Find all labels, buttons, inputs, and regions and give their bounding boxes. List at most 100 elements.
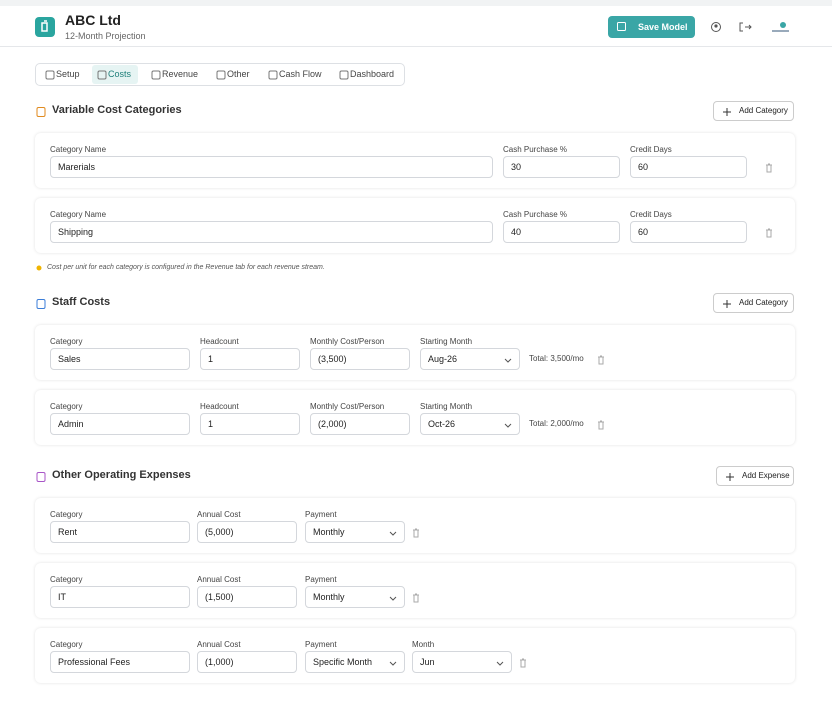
chevron bbox=[387, 591, 399, 603]
tab-icon-svg bbox=[97, 70, 107, 80]
delete-icon-svg bbox=[520, 658, 526, 668]
chevron bbox=[387, 526, 399, 538]
tab-icon bbox=[215, 68, 227, 80]
tab-icon-svg bbox=[216, 70, 226, 80]
select-input[interactable]: Aug-26 bbox=[420, 348, 520, 370]
section-title: Variable Cost Categories bbox=[52, 104, 182, 116]
text-input[interactable]: 1 bbox=[200, 348, 300, 370]
tab-bar bbox=[35, 63, 405, 86]
tab-icon-svg bbox=[268, 70, 278, 80]
section-icon-svg bbox=[36, 107, 46, 117]
field-label: Annual Cost bbox=[197, 575, 241, 584]
delete-icon bbox=[595, 353, 607, 365]
text-input[interactable]: 60 bbox=[630, 156, 747, 178]
text-input[interactable]: (5,000) bbox=[197, 521, 297, 543]
tab[interactable]: Setup bbox=[56, 69, 80, 79]
select-input[interactable]: Monthly bbox=[305, 521, 405, 543]
field-label: Starting Month bbox=[420, 402, 473, 411]
select-input[interactable]: Specific Month bbox=[305, 651, 405, 673]
text-input[interactable]: (2,000) bbox=[310, 413, 410, 435]
tab-icon bbox=[44, 68, 56, 80]
text-input[interactable]: 30 bbox=[503, 156, 620, 178]
select-input[interactable]: Jun bbox=[412, 651, 512, 673]
tab-icon-svg bbox=[151, 70, 161, 80]
field-label: Payment bbox=[305, 640, 337, 649]
field-label: Annual Cost bbox=[197, 510, 241, 519]
field-label: Payment bbox=[305, 510, 337, 519]
field-label: Annual Cost bbox=[197, 640, 241, 649]
chevron bbox=[494, 656, 506, 668]
tab-icon bbox=[338, 68, 350, 80]
chevron bbox=[502, 418, 514, 430]
text-input[interactable]: Admin bbox=[50, 413, 190, 435]
tab[interactable]: Cash Flow bbox=[279, 69, 322, 79]
save-icon bbox=[617, 22, 626, 31]
select-input[interactable]: Oct-26 bbox=[420, 413, 520, 435]
tab[interactable]: Other bbox=[227, 69, 250, 79]
tab[interactable]: Dashboard bbox=[350, 69, 395, 79]
logo bbox=[35, 17, 55, 37]
chevron-svg bbox=[504, 358, 512, 363]
plus-icon bbox=[724, 470, 736, 482]
header-icons bbox=[711, 22, 789, 32]
text-input[interactable]: Rent bbox=[50, 521, 190, 543]
section-icon bbox=[35, 105, 47, 117]
note: Cost per unit for each category is confi… bbox=[47, 264, 325, 271]
field-label: Credit Days bbox=[630, 145, 672, 154]
add-button[interactable]: Add Category bbox=[713, 293, 794, 313]
section-icon-svg bbox=[36, 299, 46, 309]
field-label: Starting Month bbox=[420, 337, 473, 346]
field-label: Credit Days bbox=[630, 210, 672, 219]
field-label: Category Name bbox=[50, 145, 107, 154]
field-label: Category bbox=[50, 575, 83, 584]
delete-icon bbox=[410, 591, 422, 603]
text-input[interactable]: (1,000) bbox=[197, 651, 297, 673]
field-label: Payment bbox=[305, 575, 337, 584]
row-total: Total: 3,500/mo bbox=[529, 354, 584, 363]
field-label: Category bbox=[50, 402, 83, 411]
section-icon bbox=[35, 297, 47, 309]
field-label: Cash Purchase % bbox=[503, 145, 568, 154]
top-strip bbox=[0, 0, 832, 6]
text-input[interactable]: (1,500) bbox=[197, 586, 297, 608]
save-button[interactable]: Save Model bbox=[608, 16, 695, 38]
logo-icon bbox=[41, 20, 48, 32]
delete-icon bbox=[410, 526, 422, 538]
note-icon bbox=[35, 263, 47, 275]
text-input[interactable]: Sales bbox=[50, 348, 190, 370]
field-label: Category bbox=[50, 337, 83, 346]
field-label: Monthly Cost/Person bbox=[310, 337, 385, 346]
plus-icon-svg bbox=[723, 300, 731, 308]
text-input[interactable]: IT bbox=[50, 586, 190, 608]
text-input[interactable]: Shipping bbox=[50, 221, 493, 243]
section-title: Staff Costs bbox=[52, 296, 111, 308]
tab-icon bbox=[96, 68, 108, 80]
app-subtitle: 12-Month Projection bbox=[65, 31, 146, 41]
add-button[interactable]: Add Category bbox=[713, 101, 794, 121]
tab-icon-svg bbox=[45, 70, 55, 80]
text-input[interactable]: 1 bbox=[200, 413, 300, 435]
section-icon bbox=[35, 470, 47, 482]
section-title: Other Operating Expenses bbox=[52, 469, 191, 481]
delete-icon-svg bbox=[766, 228, 772, 238]
plus-icon bbox=[721, 297, 733, 309]
tab[interactable]: Revenue bbox=[162, 69, 199, 79]
delete-icon bbox=[763, 161, 775, 173]
field-label: Month bbox=[412, 640, 435, 649]
delete-icon-svg bbox=[766, 163, 772, 173]
field-label: Cash Purchase % bbox=[503, 210, 568, 219]
text-input[interactable]: Marerials bbox=[50, 156, 493, 178]
text-input[interactable]: 60 bbox=[630, 221, 747, 243]
row-total: Total: 2,000/mo bbox=[529, 419, 584, 428]
field-label: Monthly Cost/Person bbox=[310, 402, 385, 411]
delete-icon-svg bbox=[413, 528, 419, 538]
text-input[interactable]: (3,500) bbox=[310, 348, 410, 370]
text-input[interactable]: 40 bbox=[503, 221, 620, 243]
chevron-svg bbox=[389, 531, 397, 536]
text-input[interactable]: Professional Fees bbox=[50, 651, 190, 673]
chevron-svg bbox=[504, 423, 512, 428]
delete-icon-svg bbox=[598, 420, 604, 430]
chevron-svg bbox=[389, 661, 397, 666]
add-button[interactable]: Add Expense bbox=[716, 466, 794, 486]
select-input[interactable]: Monthly bbox=[305, 586, 405, 608]
